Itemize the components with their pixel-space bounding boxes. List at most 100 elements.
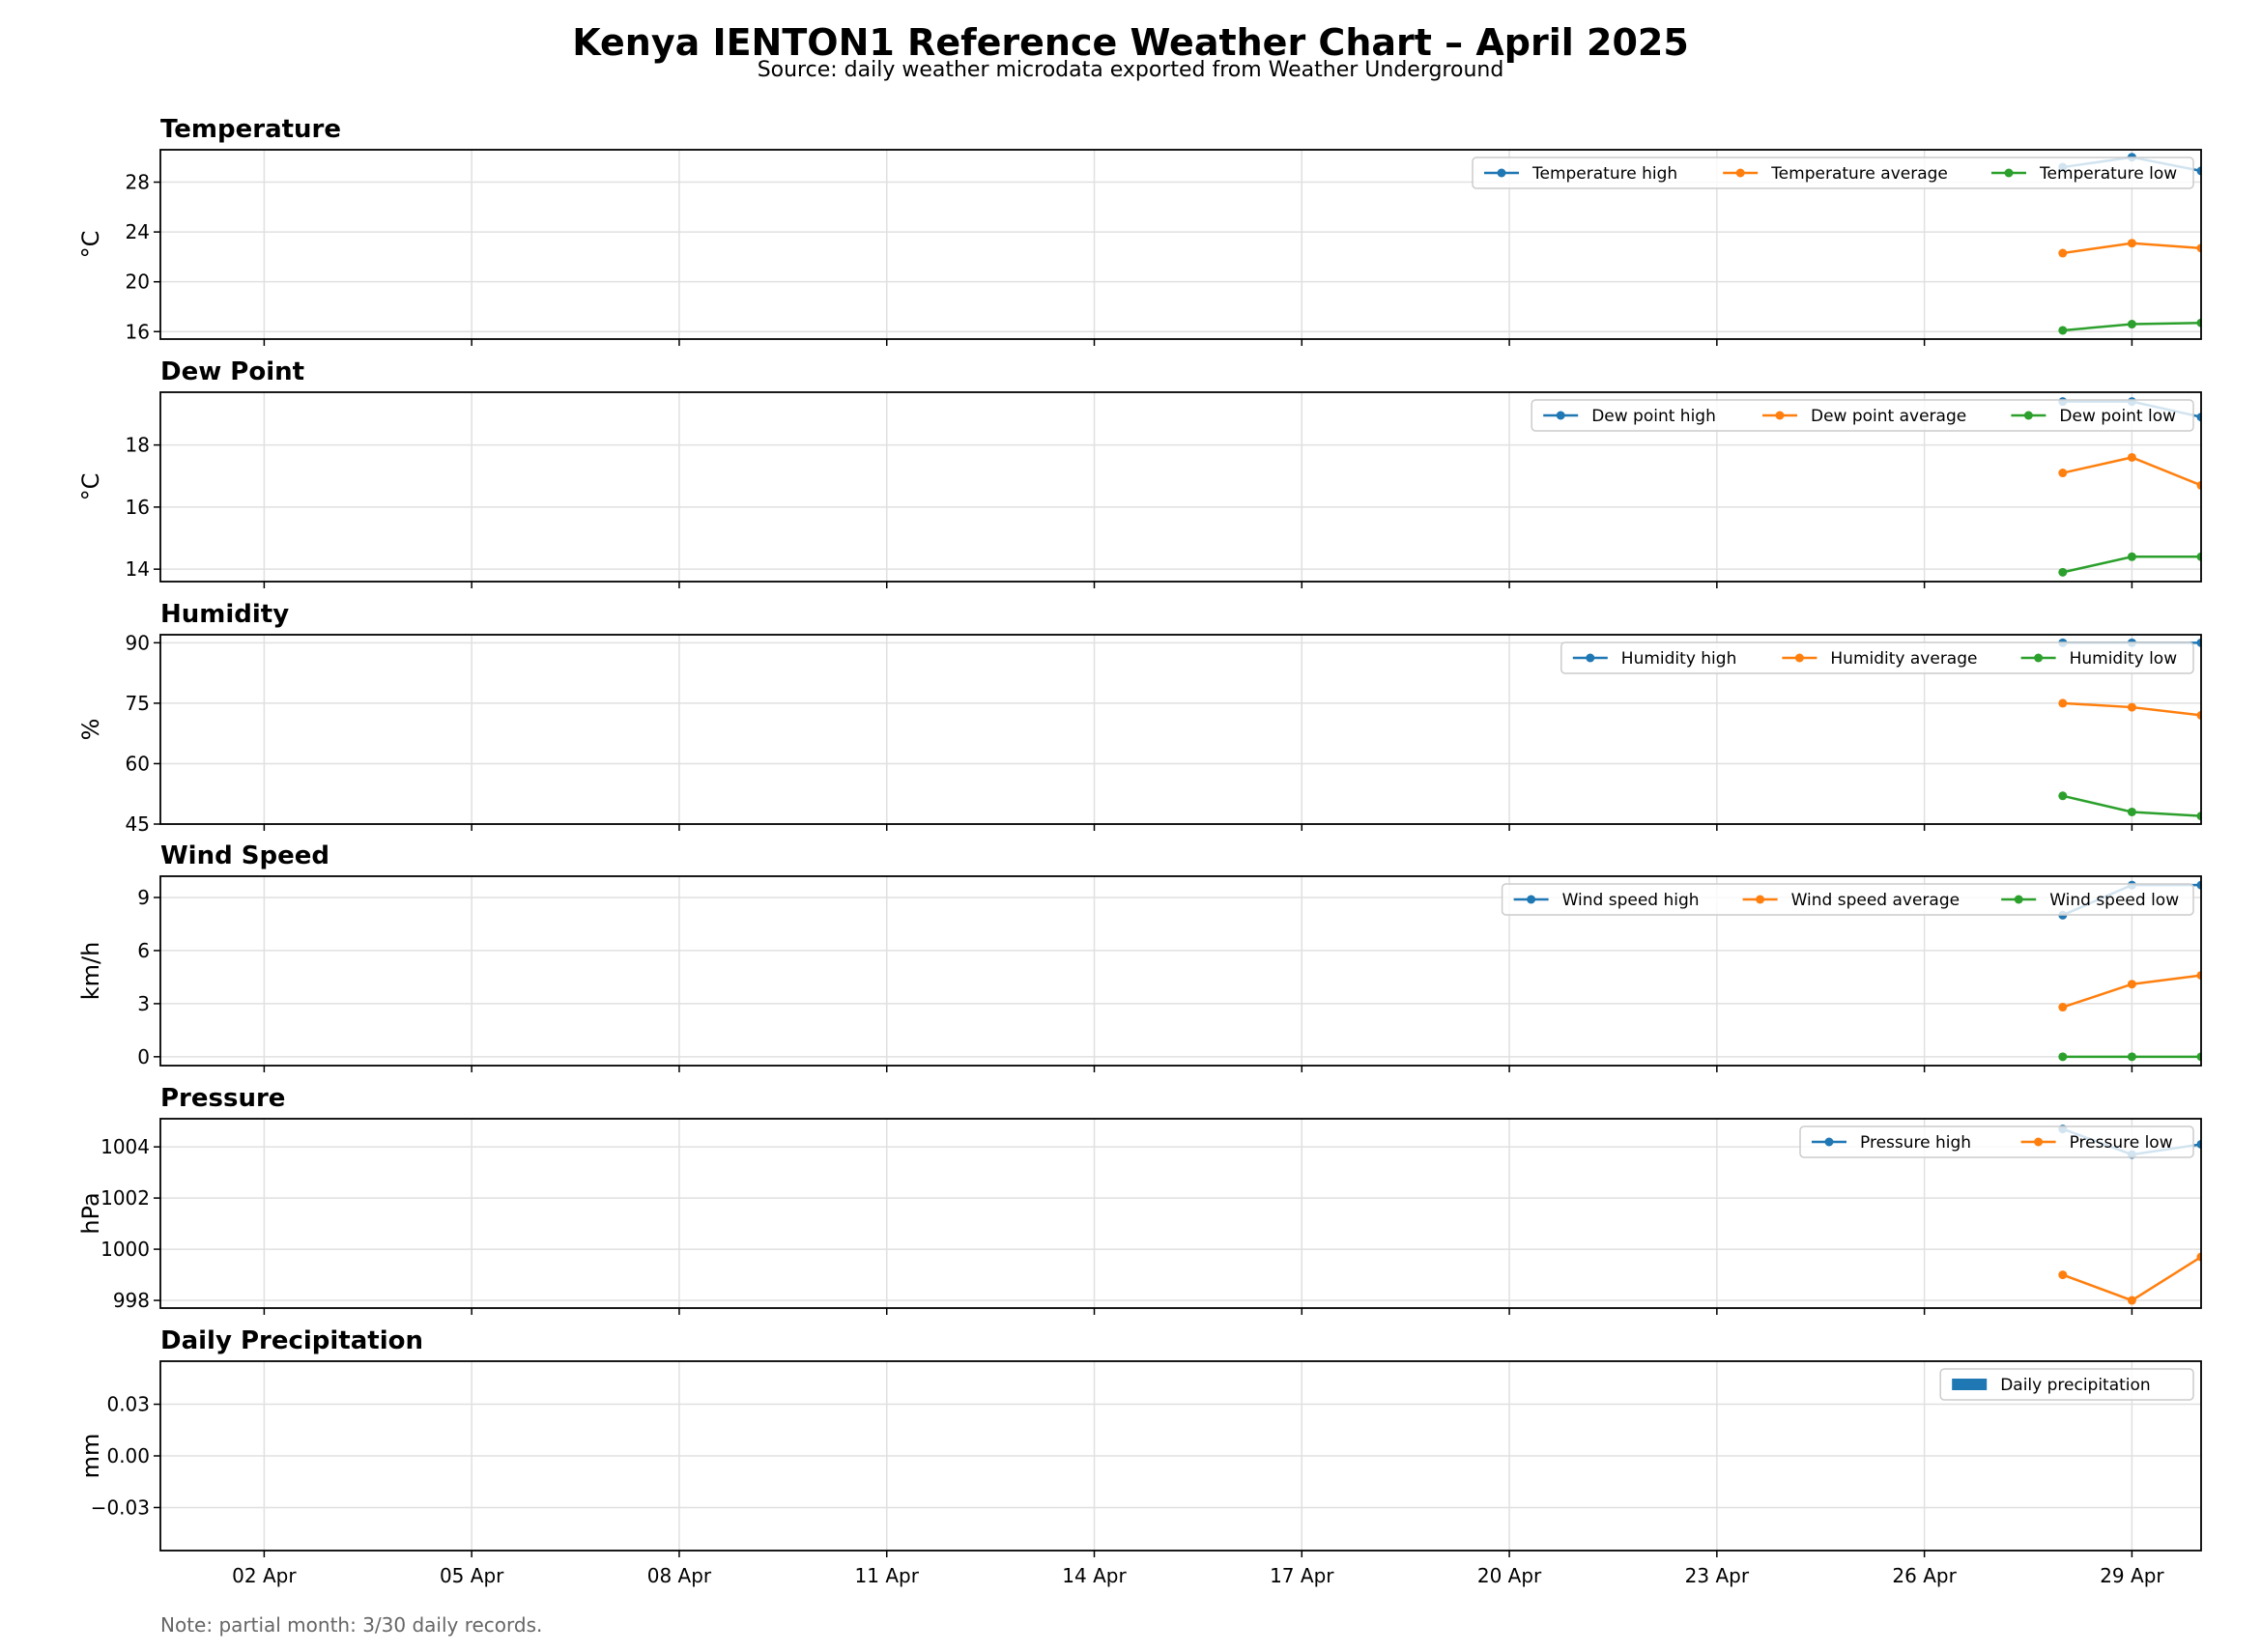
dew-point-low-legend-marker — [2023, 411, 2033, 420]
pressure-low-point — [2058, 1270, 2068, 1280]
y-tick-label: 28 — [126, 171, 150, 194]
pressure-low-point — [2196, 1252, 2201, 1262]
legend: Humidity high Humidity average Humidity lo… — [1560, 641, 2194, 674]
dew-point-average-legend-marker — [1775, 411, 1785, 420]
chart-title: Kenya IENTON1 Reference Weather Chart – … — [572, 21, 1689, 64]
wind-speed-average-point — [2196, 971, 2201, 981]
legend-label: Temperature average — [1770, 164, 1948, 184]
y-tick-label: 14 — [126, 557, 150, 581]
subplot-title: Daily Precipitation — [160, 1326, 423, 1355]
subplot-title: Humidity — [160, 600, 289, 629]
legend-label: Wind speed low — [2049, 891, 2179, 910]
y-tick-label: 1000 — [100, 1238, 150, 1261]
wind-speed-low-legend-marker — [2014, 895, 2023, 904]
y-axis-label: km/h — [77, 942, 104, 1001]
wind-speed-average-point — [2058, 1003, 2068, 1012]
legend-label: Pressure low — [2070, 1133, 2173, 1153]
pressure-low-legend-marker — [2034, 1137, 2044, 1147]
dew-point-average-point — [2058, 469, 2068, 478]
y-tick-label: 75 — [126, 692, 150, 715]
legend-box — [1939, 1368, 2194, 1401]
humidity-low-point — [2127, 807, 2136, 816]
x-tick-label: 23 Apr — [1685, 1564, 1750, 1587]
humidity-low-legend-marker — [2034, 653, 2044, 663]
legend: Daily precipitation — [1939, 1368, 2194, 1401]
subplot-title: Wind Speed — [160, 841, 329, 870]
wind-speed-average-point — [2127, 980, 2136, 989]
legend-label: Temperature low — [2039, 164, 2177, 184]
subplot-daily-precipitation: Daily Precipitation −0.03 0.00 0.03 02 Apr 05… — [77, 1326, 2202, 1587]
x-tick-label: 29 Apr — [2100, 1564, 2164, 1587]
y-axis-label: hPa — [77, 1192, 104, 1234]
legend-box — [1560, 641, 2194, 674]
x-tick-label: 02 Apr — [232, 1564, 297, 1587]
temperature-low-point — [2127, 320, 2136, 329]
y-tick-label: 24 — [126, 220, 150, 243]
y-tick-label: 16 — [126, 496, 150, 519]
pressure-low-point — [2127, 1296, 2136, 1305]
y-tick-label: 20 — [126, 271, 150, 294]
x-tick-label: 26 Apr — [1892, 1564, 1957, 1587]
dew-point-low-point — [2127, 552, 2136, 561]
dew-point-low-point — [2058, 567, 2068, 577]
legend-label: Dew point average — [1811, 407, 1966, 426]
y-axis-label: °C — [77, 473, 104, 501]
y-tick-label: 45 — [126, 812, 150, 836]
temperature-average-point — [2196, 243, 2201, 253]
legend-label: Daily precipitation — [2000, 1376, 2151, 1395]
humidity-average-point — [2058, 698, 2068, 708]
legend: Pressure high Pressure low — [1799, 1125, 2194, 1158]
plot-frame — [159, 1118, 2202, 1309]
humidity-average-point — [2196, 710, 2201, 720]
temperature-average-point — [2127, 239, 2136, 248]
dew-point-average-point — [2127, 452, 2136, 462]
y-tick-label: 0 — [137, 1045, 150, 1068]
legend-label: Humidity average — [1830, 649, 1977, 669]
legend-label: Temperature high — [1531, 164, 1677, 184]
y-tick-label: 998 — [113, 1289, 150, 1312]
y-tick-label: 6 — [137, 939, 150, 962]
y-tick-label: 16 — [126, 320, 150, 343]
dew-point-high-legend-marker — [1556, 411, 1565, 420]
plot-frame — [159, 634, 2202, 825]
y-tick-label: 0.03 — [106, 1393, 150, 1416]
subplot-title: Pressure — [160, 1084, 285, 1113]
y-axis-label: °C — [77, 231, 104, 259]
x-tick-label: 05 Apr — [440, 1564, 504, 1587]
legend-label: Wind speed average — [1791, 891, 1960, 910]
subplot-humidity: Humidity 45 60 75 90% Humidity high Humidity a… — [77, 600, 2202, 836]
humidity-low-point — [2196, 812, 2201, 821]
series-group — [2058, 638, 2201, 821]
temperature-low-point — [2058, 326, 2068, 335]
temperature-low-legend-marker — [2004, 168, 2014, 178]
subplot-dew-point: Dew Point 14 16 18 °C Dew point high Dew point… — [77, 357, 2202, 588]
legend-label: Dew point high — [1591, 407, 1716, 426]
x-tick-label: 17 Apr — [1270, 1564, 1334, 1587]
y-tick-label: 3 — [137, 992, 150, 1015]
wind-speed-average-legend-marker — [1756, 895, 1765, 904]
humidity-high-point — [2196, 638, 2201, 647]
dew-point-high-point — [2196, 413, 2201, 422]
temperature-average-legend-marker — [1735, 168, 1745, 178]
dew-point-average-point — [2196, 480, 2201, 490]
legend-box — [1531, 399, 2194, 432]
subplot-title: Dew Point — [160, 357, 304, 386]
legend-box — [1799, 1125, 2194, 1158]
wind-speed-low-point — [2127, 1052, 2136, 1062]
x-tick-label: 11 Apr — [855, 1564, 920, 1587]
y-tick-label: 0.00 — [106, 1444, 150, 1467]
wind-speed-high-point — [2196, 880, 2201, 890]
humidity-high-legend-marker — [1586, 653, 1595, 663]
temperature-low-point — [2196, 318, 2201, 328]
y-axis-label: % — [77, 719, 104, 741]
y-tick-label: 18 — [126, 434, 150, 457]
y-tick-label: 90 — [126, 631, 150, 654]
wind-speed-high-legend-marker — [1527, 895, 1536, 904]
humidity-low-point — [2058, 791, 2068, 801]
x-tick-label: 14 Apr — [1062, 1564, 1127, 1587]
chart-subtitle: Source: daily weather microdata exported… — [757, 58, 1504, 82]
legend: Wind speed high Wind speed average Wind sp… — [1501, 883, 2194, 916]
y-tick-label: 60 — [126, 752, 150, 775]
pressure-high-point — [2196, 1139, 2201, 1149]
